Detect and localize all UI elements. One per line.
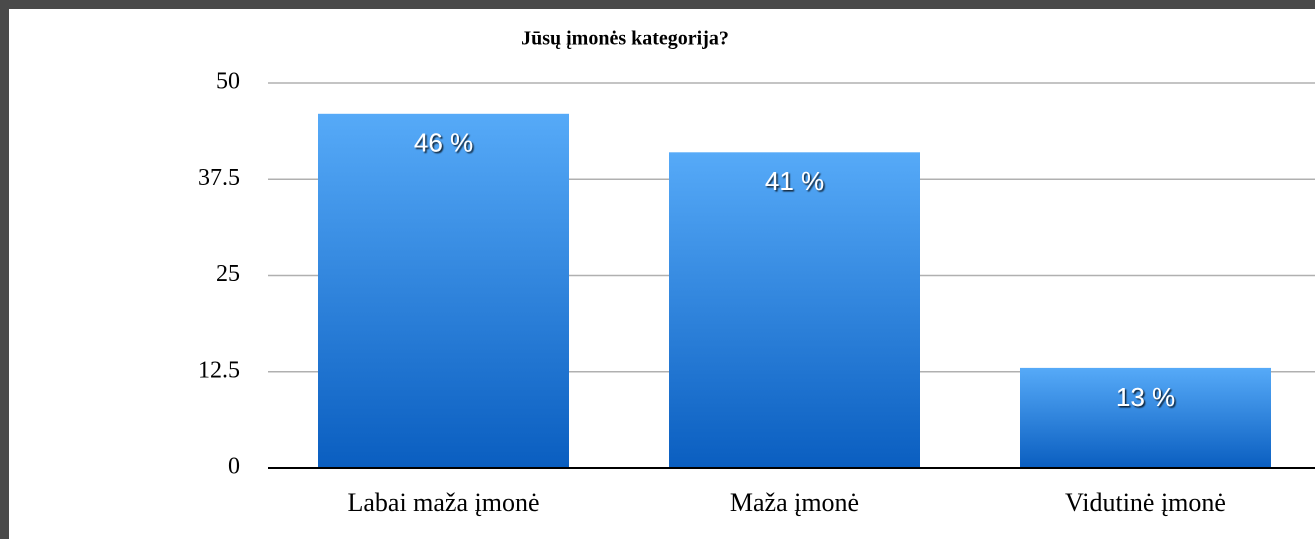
x-tick-label: Maža įmonė (730, 488, 859, 517)
y-tick-label: 25 (216, 261, 240, 287)
bar (669, 152, 920, 469)
x-tick-label: Vidutinė įmonė (1065, 488, 1226, 517)
data-label: 41 % (765, 166, 824, 196)
bar (1020, 367, 1271, 468)
x-tick-label: Labai maža įmonė (347, 488, 539, 517)
data-label: 46 % (414, 128, 473, 158)
bar (318, 113, 569, 469)
frame-top (0, 0, 1315, 9)
frame-left (0, 0, 9, 539)
y-tick-label: 50 (216, 69, 240, 95)
y-tick-label: 12.5 (198, 357, 240, 383)
chart-title: Jūsų įmonės kategorija? (521, 28, 729, 50)
data-label: 13 % (1116, 382, 1175, 412)
y-tick-label: 0 (228, 454, 240, 480)
y-tick-label: 37.5 (198, 165, 240, 191)
